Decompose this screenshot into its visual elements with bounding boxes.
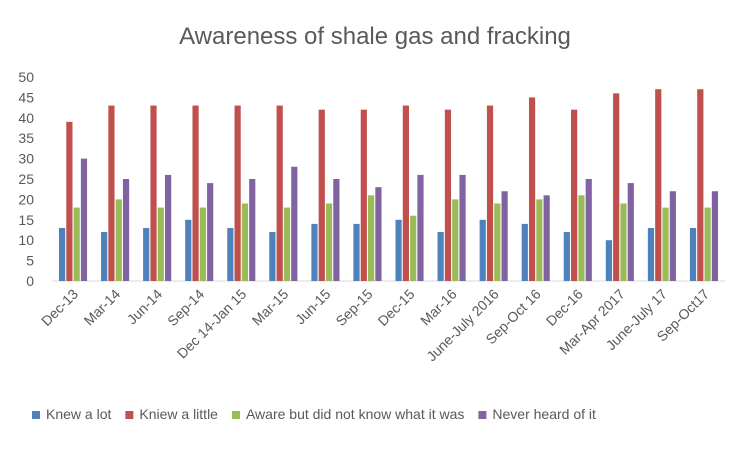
y-tick-label: 35: [18, 130, 34, 146]
y-tick-label: 15: [18, 212, 34, 228]
chart-title: Awareness of shale gas and fracking: [179, 23, 571, 50]
bar: [192, 105, 199, 281]
bar: [613, 93, 620, 281]
bar: [662, 207, 669, 281]
bar: [368, 195, 375, 281]
bar: [80, 158, 88, 281]
bar: [647, 227, 655, 281]
legend: Knew a lot Kniew a little Aware but did no…: [32, 406, 596, 422]
bar: [143, 227, 150, 281]
bar: [185, 219, 192, 281]
y-tick-label: 25: [18, 171, 34, 187]
bar: [528, 97, 536, 282]
legend-swatch: [32, 411, 40, 419]
bar: [417, 174, 424, 281]
bar: [620, 203, 627, 281]
bar: [689, 227, 697, 281]
bar: [605, 240, 612, 281]
bar: [543, 195, 550, 281]
x-tick-label: Sep-15: [332, 286, 375, 329]
bar: [536, 199, 543, 281]
bar: [479, 219, 486, 281]
x-tick-label: June-July 2016: [423, 286, 502, 365]
y-axis-ticks: 0 5 10 15 20 25 30 35 40 45 50: [18, 69, 34, 289]
bar: [122, 179, 130, 281]
x-tick-label: Mar-14: [81, 286, 124, 329]
bar: [578, 195, 585, 281]
bar: [655, 89, 662, 282]
legend-swatch: [125, 411, 134, 419]
bar: [563, 232, 570, 281]
legend-label: Never heard of it: [492, 406, 596, 422]
bar: [66, 121, 73, 281]
bar: [711, 191, 719, 281]
bar: [311, 223, 318, 281]
bar: [444, 109, 452, 281]
bar: [452, 199, 459, 281]
y-tick-label: 30: [18, 151, 34, 167]
y-tick-label: 45: [18, 89, 34, 105]
bar: [249, 179, 256, 281]
bar: [325, 203, 333, 281]
bar: [199, 207, 206, 281]
x-tick-label: Dec-13: [38, 286, 81, 329]
bar: [704, 207, 711, 281]
bar: [402, 105, 409, 281]
bar: [108, 105, 115, 281]
bar: [459, 174, 466, 281]
bar: [283, 207, 291, 281]
y-tick-label: 0: [26, 273, 34, 289]
bar: [115, 199, 122, 281]
y-tick-label: 10: [18, 232, 34, 248]
bar: [318, 109, 325, 281]
bar: [207, 183, 214, 281]
bar: [521, 223, 528, 281]
legend-label: Knew a lot: [46, 406, 111, 422]
bar: [73, 207, 80, 281]
bar: [395, 219, 402, 281]
y-tick-label: 40: [18, 110, 34, 126]
bar: [291, 166, 298, 281]
bars: [58, 89, 719, 282]
bar: [234, 105, 241, 281]
x-tick-label: Dec-15: [374, 286, 417, 329]
bar: [571, 109, 578, 281]
bar: [227, 227, 234, 281]
bar: [410, 215, 417, 281]
legend-swatch: [478, 411, 487, 419]
bar: [375, 187, 382, 281]
legend-label: Aware but did not know what it was: [246, 406, 464, 422]
bar: [585, 179, 592, 281]
y-tick-label: 20: [18, 191, 34, 207]
bar: [494, 203, 501, 281]
x-tick-label: Jun-15: [292, 286, 334, 328]
bar: [669, 191, 676, 281]
legend-label: Kniew a little: [139, 406, 218, 422]
bar: [501, 191, 508, 281]
bar: [486, 105, 494, 281]
y-tick-label: 5: [26, 253, 34, 269]
bar: [157, 207, 164, 281]
bar: [697, 89, 704, 282]
legend-swatch: [231, 411, 240, 419]
bar: [333, 179, 340, 281]
bar: [101, 232, 108, 281]
bar: [150, 105, 157, 281]
x-tick-label: Jun-14: [124, 286, 166, 328]
bar: [241, 203, 249, 281]
y-tick-label: 50: [18, 69, 34, 85]
bar: [353, 223, 360, 281]
bar: [276, 105, 283, 281]
x-tick-label: Mar-15: [249, 286, 292, 329]
bar: [627, 183, 634, 281]
bar: [58, 227, 66, 281]
bar: [437, 232, 444, 281]
bar: [360, 109, 367, 281]
bar: [165, 174, 172, 281]
bar: [269, 232, 276, 281]
